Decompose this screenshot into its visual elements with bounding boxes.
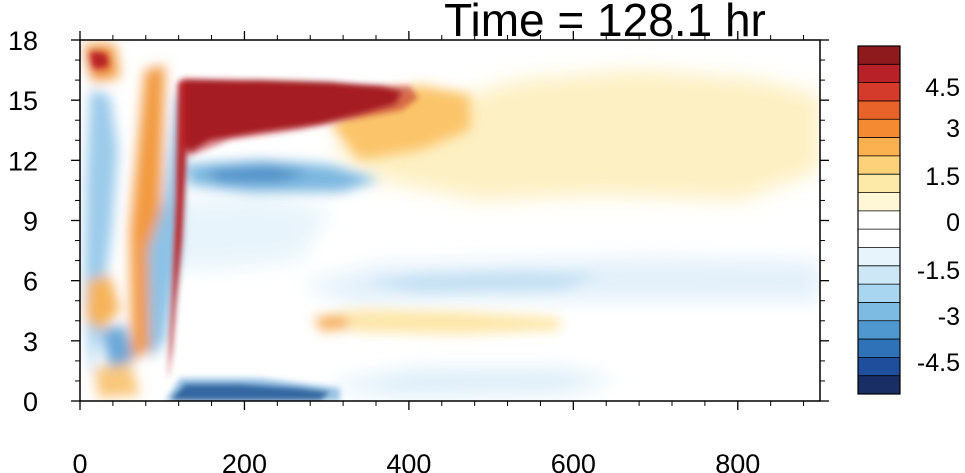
field-left-blue-2	[100, 325, 135, 368]
y-tick-label: 0	[23, 387, 38, 417]
field-front-orange	[130, 65, 165, 360]
x-tick-label: 0	[72, 449, 87, 473]
colorbar-swatch	[858, 302, 900, 322]
field-strong-positive-edge	[182, 78, 418, 156]
colorbar-swatch	[858, 137, 900, 157]
colorbar-label: 0	[946, 209, 960, 237]
colorbar-label: 4.5	[925, 74, 960, 102]
colorbar-swatch	[858, 119, 900, 138]
colorbar-swatch	[858, 229, 900, 248]
colorbar-swatch	[858, 64, 900, 83]
colorbar-swatch	[858, 46, 900, 65]
field-positive-band-4	[310, 310, 560, 334]
y-tick-label: 3	[23, 327, 38, 357]
colorbar-swatch	[858, 284, 900, 303]
colorbar-frame	[857, 45, 901, 395]
colorbar-swatch	[858, 320, 900, 340]
field-front-red	[168, 80, 186, 380]
colorbar-label: 3	[946, 115, 960, 143]
colorbar-swatch	[858, 155, 900, 175]
field-negative-upper-left	[150, 195, 330, 270]
colorbar-label: -4.5	[917, 349, 960, 377]
heatmap-field	[84, 44, 820, 401]
y-tick-label: 6	[23, 267, 38, 297]
y-tick-label: 15	[8, 86, 38, 116]
field-orange-neck	[330, 85, 470, 160]
y-tick-label: 9	[23, 207, 38, 237]
colorbar-swatch	[858, 82, 900, 102]
colorbar-swatch	[858, 357, 900, 376]
chart-title: Time = 128.1 hr	[444, 0, 766, 46]
colorbar-swatch	[858, 247, 900, 267]
field-left-red-top-core	[90, 52, 108, 68]
colorbar-label: -1.5	[917, 257, 960, 285]
colorbar-label: 1.5	[925, 163, 960, 191]
colorbar: 4.5 3 1.5 0 -1.5 -3 -4.5	[857, 45, 960, 395]
colorbar-swatch	[858, 265, 900, 285]
colorbar-swatch	[858, 339, 900, 358]
colorbar-swatch	[858, 210, 900, 230]
x-tick-label: 600	[551, 449, 596, 473]
colorbar-swatch	[858, 192, 900, 212]
y-tick-label: 18	[8, 26, 38, 56]
x-tick-label: 800	[715, 449, 760, 473]
x-tick-label: 200	[222, 449, 267, 473]
field-left-orange-2	[95, 362, 140, 398]
field-negative-surface-edge	[165, 378, 340, 401]
colorbar-swatch	[858, 375, 900, 395]
y-tick-label: 12	[8, 146, 38, 176]
x-axis: 0 200 400 600 800	[72, 31, 805, 473]
colorbar-label: -3	[938, 303, 960, 331]
field-negative-surface-tail	[320, 370, 620, 395]
field-left-orange-1	[86, 275, 120, 330]
field-orange-spot-4	[315, 316, 350, 330]
y-axis: 0 3 6 9 12 15 18	[8, 26, 829, 417]
field-front-blue	[148, 90, 186, 360]
colorbar-swatch	[858, 174, 900, 193]
colorbar-swatch	[858, 100, 900, 120]
field-negative-band-12-core	[205, 166, 310, 182]
field-negative-6-core	[365, 272, 600, 292]
x-tick-label: 400	[386, 449, 431, 473]
